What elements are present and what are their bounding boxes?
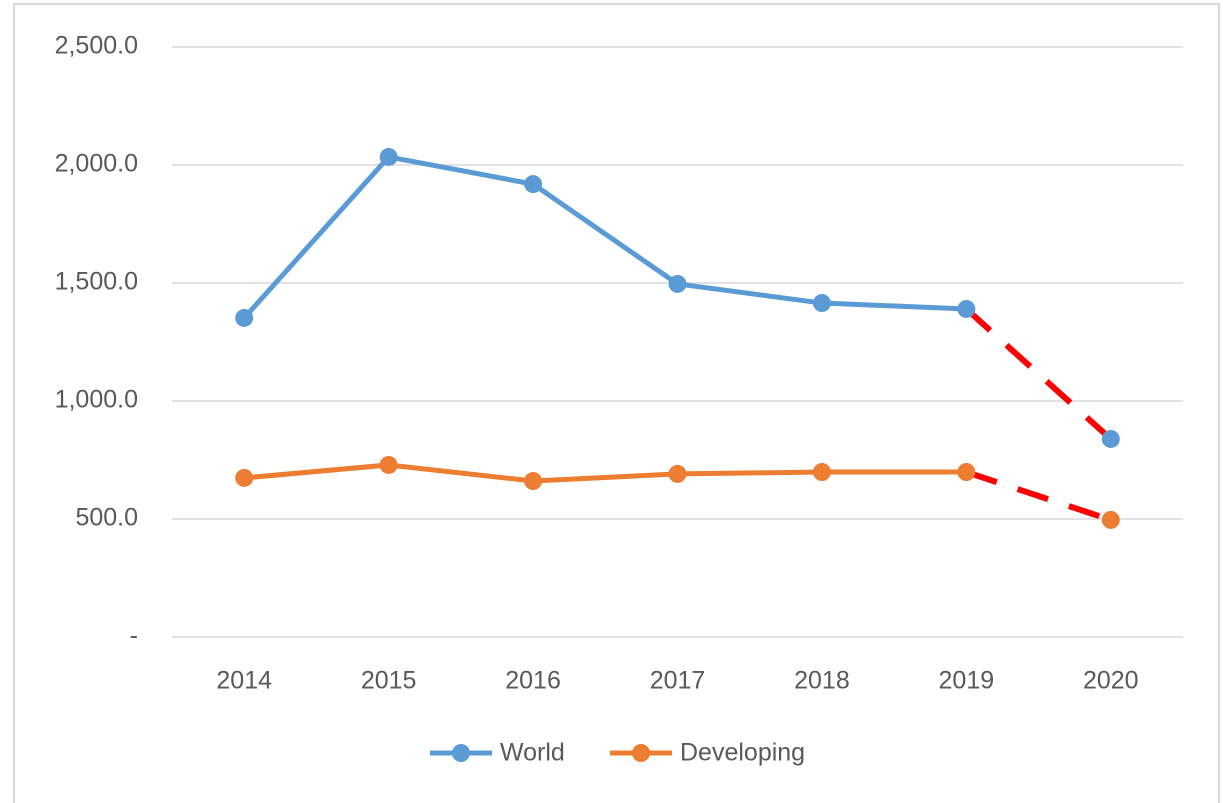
data-point	[957, 463, 976, 482]
data-point	[1101, 429, 1120, 448]
series-line	[243, 462, 967, 484]
legend-marker	[452, 744, 470, 762]
y-tick-label: 2,500.0	[55, 32, 138, 60]
legend-label: World	[500, 739, 565, 767]
data-point	[1101, 510, 1120, 529]
x-tick-label: 2015	[361, 667, 417, 695]
data-point	[812, 463, 831, 482]
data-point	[524, 472, 543, 491]
legend-label: Developing	[680, 739, 805, 767]
data-point	[235, 308, 254, 327]
data-point	[379, 455, 398, 474]
x-tick-label: 2018	[794, 667, 850, 695]
data-point	[379, 147, 398, 166]
x-tick-label: 2017	[650, 667, 706, 695]
data-point	[668, 464, 687, 483]
data-point	[812, 294, 831, 313]
y-tick-label: 1,500.0	[55, 268, 138, 296]
projection-line	[965, 469, 1112, 523]
series-line	[242, 154, 967, 320]
chart-frame	[13, 3, 1220, 803]
data-point	[668, 274, 687, 293]
x-tick-label: 2019	[939, 667, 995, 695]
y-tick-label: -	[130, 622, 138, 650]
y-tick-label: 1,000.0	[55, 386, 138, 414]
x-tick-label: 2014	[216, 667, 272, 695]
y-tick-label: 2,000.0	[55, 150, 138, 178]
x-tick-label: 2020	[1083, 667, 1139, 695]
x-tick-label: 2016	[505, 667, 561, 695]
data-point	[524, 175, 543, 194]
data-point	[957, 299, 976, 318]
y-tick-label: 500.0	[75, 504, 138, 532]
legend-marker	[632, 744, 650, 762]
data-point	[235, 468, 254, 487]
